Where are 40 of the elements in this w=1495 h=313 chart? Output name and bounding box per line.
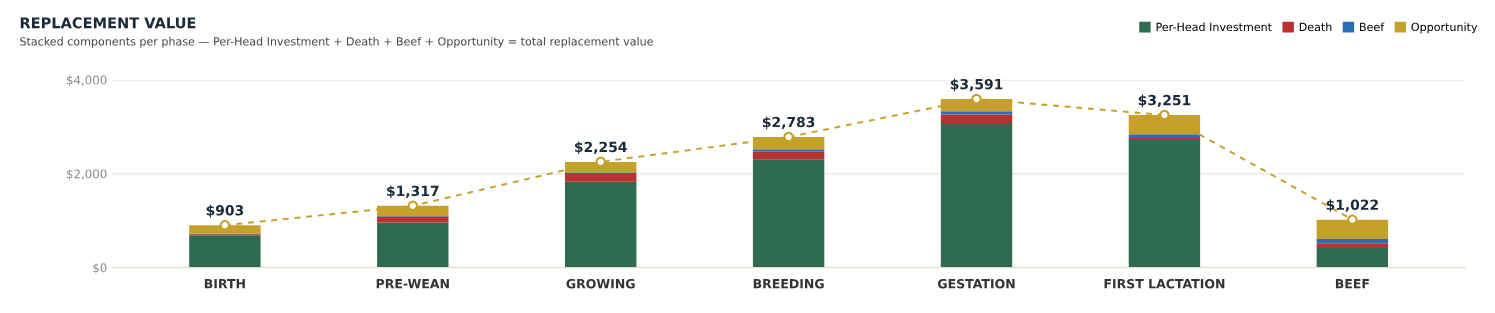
bar (940, 123, 1013, 268)
data-label: $3,591 (950, 78, 1003, 92)
bar (940, 111, 1013, 115)
bar (565, 172, 637, 182)
chart-title: REPLACEMENT VALUE (20, 17, 196, 29)
y-tick-label: $4,000 (66, 75, 107, 87)
legend-label: Beef (1360, 22, 1385, 32)
data-label: $3,251 (1138, 94, 1191, 108)
x-tick-label: BIRTH (204, 279, 245, 289)
bar (189, 235, 261, 268)
x-tick-label: BEEF (1335, 279, 1369, 289)
bar (752, 159, 825, 268)
bar (752, 151, 825, 160)
bar (752, 149, 825, 152)
legend-label: Death (1299, 22, 1332, 32)
bar (1316, 238, 1389, 244)
legend-label: Per-Head Investment (1156, 22, 1272, 32)
data-label: $2,783 (762, 116, 815, 130)
x-tick-label: BREEDING (753, 278, 824, 289)
data-label: $903 (206, 204, 244, 218)
bar (377, 222, 449, 268)
data-label: $2,254 (574, 141, 627, 154)
bar (1316, 243, 1389, 248)
y-tick-label: $2,000 (66, 169, 107, 180)
bar (1128, 139, 1201, 268)
chart-subtitle: Stacked components per phase — Per-Head Investment + Death + Beef + Opportunity = total replacement value (20, 36, 653, 48)
bar (1128, 134, 1201, 139)
data-label: $1,317 (387, 185, 439, 198)
legend-label: Opportunity (1411, 22, 1478, 34)
bar (940, 114, 1013, 124)
x-tick-label: PRE-WEAN (376, 279, 449, 289)
x-tick-label: GROWING (566, 278, 635, 289)
y-tick-label: $0 (93, 263, 107, 274)
x-tick-label: FIRST LACTATION (1104, 278, 1225, 289)
bar (565, 161, 637, 173)
bar (565, 181, 637, 268)
x-tick-label: GESTATION (937, 278, 1015, 289)
bar (377, 216, 449, 223)
data-label: $1,022 (1326, 199, 1378, 212)
bar (1316, 247, 1389, 268)
